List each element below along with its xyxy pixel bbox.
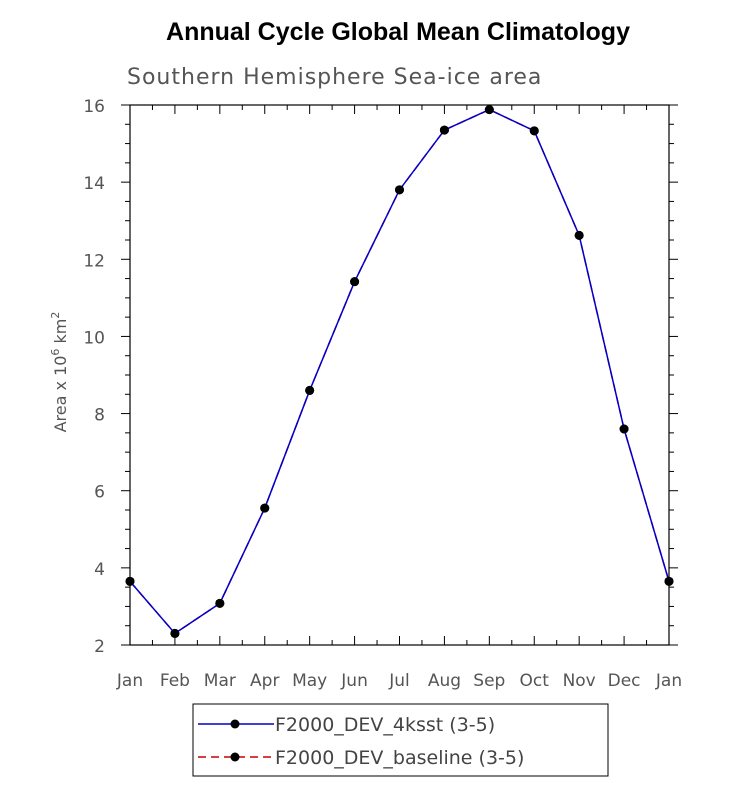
x-tick-label: Oct: [520, 671, 550, 691]
data-point: [260, 503, 270, 513]
x-tick-label: Jan: [116, 671, 143, 691]
y-axis-label-unit: km: [51, 319, 70, 344]
data-point: [619, 424, 629, 434]
legend-label: F2000_DEV_baseline (3-5): [275, 747, 524, 769]
x-tick-label: Dec: [608, 671, 641, 691]
legend-marker: [230, 719, 240, 729]
data-point: [574, 230, 584, 240]
series-layer: [125, 105, 674, 638]
y-axis-label-text: Area x 10: [51, 356, 70, 433]
x-tick-label: Apr: [250, 671, 279, 691]
y-tick-label: 16: [83, 97, 105, 117]
y-tick-label: 2: [94, 637, 105, 657]
x-tick-label: Feb: [160, 671, 190, 691]
legend: F2000_DEV_4ksst (3-5) F2000_DEV_baseline …: [192, 703, 609, 777]
data-point: [350, 277, 360, 287]
y-axis-label: Area x 106 km2: [49, 312, 70, 433]
data-point: [215, 598, 225, 608]
x-tick-label: Jun: [340, 671, 368, 691]
data-point: [305, 385, 315, 395]
x-tick-label: May: [292, 671, 327, 691]
y-tick-label: 6: [94, 483, 105, 503]
y-tick-label: 4: [94, 560, 105, 580]
axis-ticks: [121, 104, 678, 646]
y-axis-label-unit-exponent: 2: [49, 312, 62, 319]
x-tick-label: Jul: [388, 671, 410, 691]
x-tick-labels: Jan Feb Mar Apr May Jun Jul Aug Sep Oct Nov Dec Jan: [116, 671, 682, 691]
page-title: Annual Cycle Global Mean Climatology: [166, 18, 630, 46]
legend-marker: [230, 752, 240, 762]
data-point: [664, 576, 674, 586]
data-point: [170, 628, 180, 638]
data-point: [529, 126, 539, 136]
y-axis-label-exponent: 6: [49, 349, 62, 356]
chart-subtitle: Southern Hemisphere Sea-ice area: [127, 65, 542, 90]
y-tick-label: 14: [83, 174, 105, 194]
x-tick-label: Mar: [204, 671, 236, 691]
data-point: [395, 185, 404, 195]
y-tick-label: 8: [94, 406, 105, 426]
x-tick-label: Jan: [655, 671, 682, 691]
y-tick-label: 10: [83, 328, 105, 348]
data-point: [125, 576, 135, 586]
data-point: [439, 125, 449, 135]
y-tick-label: 12: [83, 251, 105, 271]
x-tick-label: Aug: [428, 671, 461, 691]
data-point: [484, 105, 494, 115]
legend-label: F2000_DEV_4ksst (3-5): [275, 714, 495, 736]
legend-box: [192, 703, 609, 777]
x-tick-label: Nov: [563, 671, 596, 691]
y-tick-labels: 2 4 6 8 10 12 14 16: [83, 97, 105, 657]
x-tick-label: Sep: [473, 671, 505, 691]
